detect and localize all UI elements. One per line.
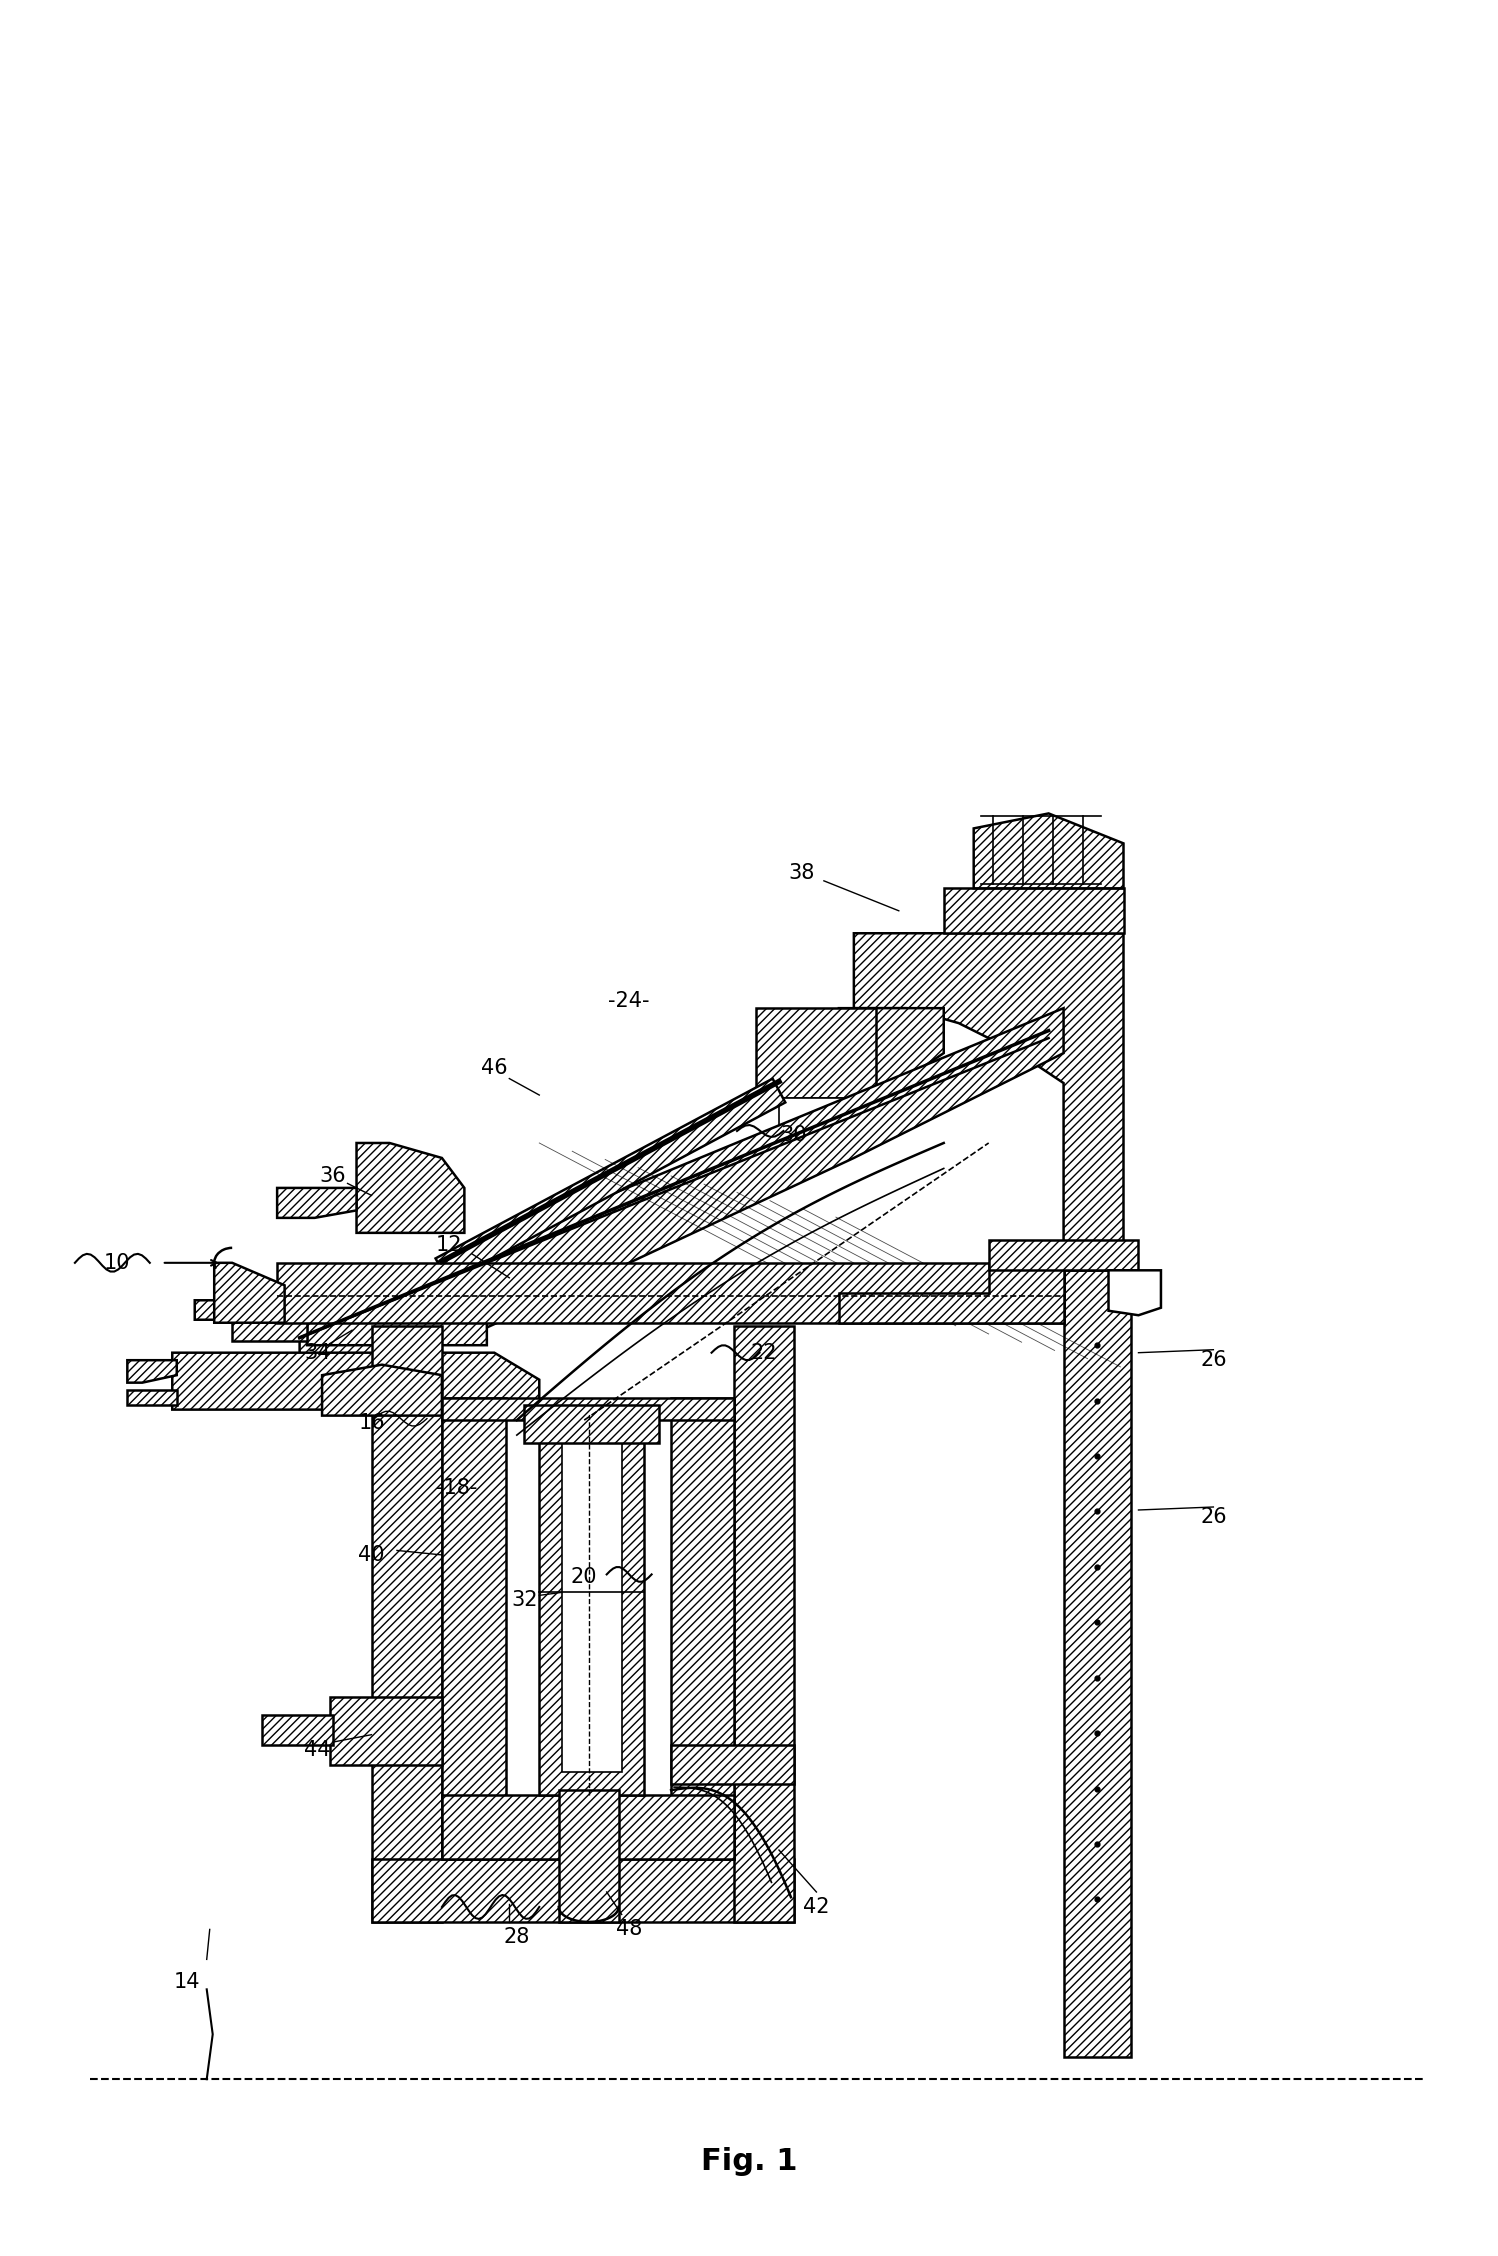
Polygon shape (214, 1263, 285, 1322)
Text: 14: 14 (174, 1972, 201, 1992)
Polygon shape (330, 1697, 442, 1764)
Polygon shape (944, 889, 1124, 934)
Polygon shape (372, 1859, 794, 1922)
Polygon shape (195, 1299, 240, 1320)
Polygon shape (1109, 1270, 1161, 1315)
Polygon shape (974, 814, 1124, 889)
Text: 26: 26 (1200, 1349, 1227, 1369)
Polygon shape (277, 1263, 1064, 1322)
Polygon shape (989, 1241, 1138, 1270)
Polygon shape (839, 1008, 944, 1099)
Text: 32: 32 (511, 1590, 538, 1611)
Text: 40: 40 (358, 1545, 385, 1566)
Text: 12: 12 (436, 1234, 463, 1254)
Text: 30: 30 (780, 1126, 807, 1146)
Polygon shape (127, 1390, 177, 1405)
Polygon shape (734, 1327, 794, 1922)
Polygon shape (172, 1354, 539, 1410)
Text: -24-: -24- (608, 990, 650, 1011)
Polygon shape (559, 1789, 619, 1922)
Polygon shape (372, 1327, 442, 1922)
Text: 26: 26 (1200, 1507, 1227, 1527)
Polygon shape (839, 1263, 1064, 1322)
Polygon shape (300, 1008, 1064, 1383)
Polygon shape (277, 1189, 357, 1218)
Text: 48: 48 (616, 1920, 643, 1940)
Text: 46: 46 (481, 1058, 508, 1078)
Polygon shape (127, 1360, 177, 1383)
Text: 36: 36 (319, 1166, 346, 1187)
Polygon shape (442, 1399, 734, 1419)
Polygon shape (854, 934, 1124, 1270)
Polygon shape (357, 1144, 464, 1232)
Text: 10: 10 (103, 1252, 130, 1272)
Polygon shape (756, 1008, 876, 1099)
Text: 16: 16 (358, 1412, 385, 1433)
Polygon shape (562, 1435, 622, 1773)
Text: Fig. 1: Fig. 1 (701, 2148, 797, 2177)
Text: 38: 38 (788, 864, 815, 884)
Polygon shape (524, 1405, 659, 1442)
Polygon shape (262, 1715, 333, 1746)
Polygon shape (442, 1399, 506, 1859)
Text: -18-: -18- (436, 1478, 478, 1498)
Polygon shape (779, 1099, 869, 1128)
Polygon shape (1064, 1270, 1131, 2057)
Text: 44: 44 (304, 1739, 331, 1760)
Polygon shape (671, 1746, 794, 1784)
Text: 22: 22 (750, 1342, 777, 1363)
Polygon shape (671, 1399, 734, 1859)
Polygon shape (539, 1412, 644, 1794)
Text: 42: 42 (803, 1897, 830, 1918)
Text: 20: 20 (571, 1568, 598, 1588)
Text: 34: 34 (304, 1342, 331, 1363)
Polygon shape (322, 1365, 442, 1415)
Polygon shape (442, 1794, 734, 1859)
Polygon shape (232, 1293, 307, 1340)
Polygon shape (307, 1286, 487, 1345)
Polygon shape (436, 1078, 785, 1281)
Text: 28: 28 (503, 1927, 530, 1947)
